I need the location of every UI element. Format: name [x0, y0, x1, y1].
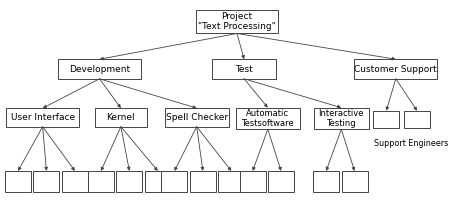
FancyBboxPatch shape: [212, 59, 276, 79]
Text: Kernel: Kernel: [107, 113, 135, 122]
FancyBboxPatch shape: [190, 171, 216, 192]
FancyBboxPatch shape: [236, 108, 300, 129]
FancyBboxPatch shape: [164, 108, 228, 127]
FancyBboxPatch shape: [161, 171, 187, 192]
Text: Interactive
Testing: Interactive Testing: [319, 109, 364, 128]
FancyBboxPatch shape: [95, 108, 147, 127]
FancyBboxPatch shape: [5, 171, 31, 192]
FancyBboxPatch shape: [341, 171, 368, 192]
FancyBboxPatch shape: [404, 111, 430, 128]
FancyBboxPatch shape: [145, 171, 171, 192]
FancyBboxPatch shape: [33, 171, 60, 192]
FancyBboxPatch shape: [218, 171, 245, 192]
Text: Project
"Text Processing": Project "Text Processing": [198, 12, 276, 31]
FancyBboxPatch shape: [88, 171, 114, 192]
FancyBboxPatch shape: [58, 59, 141, 79]
FancyBboxPatch shape: [6, 108, 79, 127]
Text: Automatic
Testsoftware: Automatic Testsoftware: [241, 109, 294, 128]
FancyBboxPatch shape: [62, 171, 88, 192]
Text: Test: Test: [235, 64, 253, 74]
FancyBboxPatch shape: [373, 111, 399, 128]
Text: User Interface: User Interface: [10, 113, 75, 122]
Text: Development: Development: [69, 64, 130, 74]
FancyBboxPatch shape: [314, 108, 368, 129]
Text: Support Engineers: Support Engineers: [374, 139, 448, 148]
Text: Spell Checker: Spell Checker: [165, 113, 228, 122]
Text: Customer Support: Customer Support: [355, 64, 437, 74]
FancyBboxPatch shape: [313, 171, 339, 192]
FancyBboxPatch shape: [268, 171, 294, 192]
FancyBboxPatch shape: [354, 59, 437, 79]
FancyBboxPatch shape: [117, 171, 142, 192]
FancyBboxPatch shape: [195, 10, 278, 34]
FancyBboxPatch shape: [240, 171, 266, 192]
